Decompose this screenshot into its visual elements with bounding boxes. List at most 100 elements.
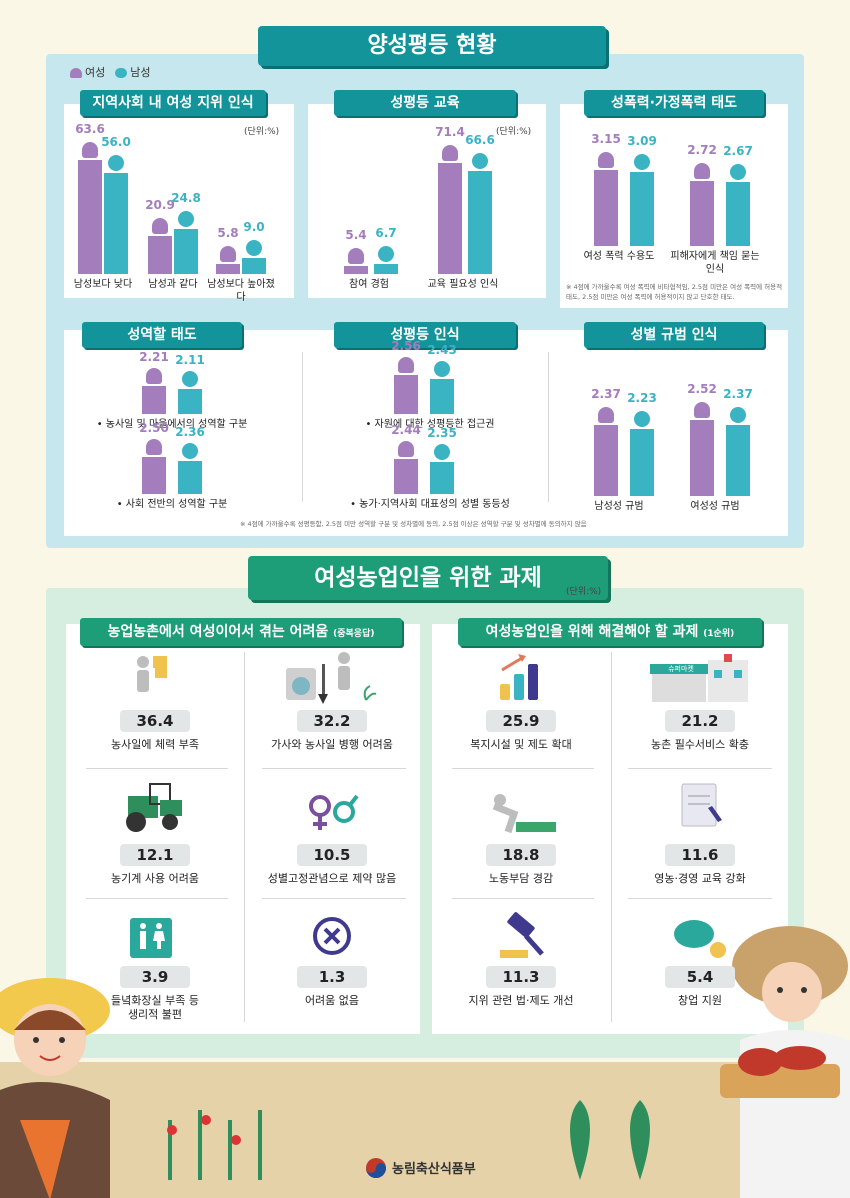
section-title-status: 양성평등 현황 xyxy=(258,26,606,66)
bar-female xyxy=(394,375,418,414)
value-badge: 36.4 xyxy=(120,710,190,732)
tractor-icon xyxy=(126,783,182,832)
gender-role-note: ※ 4점에 가까울수록 성평등함, 2.5점 미만 성역할 구분 및 성차별에 … xyxy=(240,520,587,528)
category-label: 여성성 규범 xyxy=(690,501,740,512)
item-label: 가사와 농사일 병행 어려움 xyxy=(271,738,393,751)
value-badge: 25.9 xyxy=(486,710,556,732)
chart-title-violence: 성폭력·가정폭력 태도 xyxy=(584,90,764,116)
bar-male-head xyxy=(634,411,650,428)
bar-male xyxy=(104,173,128,274)
value-badge: 12.1 xyxy=(120,844,190,866)
category-label: 남성보다 높아졌다 xyxy=(207,279,275,303)
bar-male xyxy=(630,429,654,496)
divider xyxy=(302,352,303,502)
chart-title-status: 지역사회 내 여성 지위 인식 xyxy=(80,90,266,116)
data-label-male: 2.36 xyxy=(175,425,205,440)
bar-female-head xyxy=(220,245,236,262)
bar-female-head xyxy=(598,152,614,169)
category-label: 남성보다 낮다 xyxy=(73,279,133,290)
item-label: 복지시설 및 제도 확대 xyxy=(470,738,572,751)
bar-female xyxy=(78,159,102,274)
bar-female xyxy=(690,420,714,496)
store-hospital-icon xyxy=(650,654,748,702)
store-sign: 슈퍼마켓 xyxy=(668,665,694,673)
divider xyxy=(86,768,228,769)
divider xyxy=(628,898,772,899)
data-label-female: 20.9 xyxy=(145,198,175,213)
bar-male-head xyxy=(434,443,450,460)
bar-male xyxy=(178,461,202,494)
data-label-female: 2.72 xyxy=(687,142,717,157)
bar-male-head xyxy=(634,153,650,170)
category-label: 참여 경험 xyxy=(349,279,389,290)
data-label-female: 2.52 xyxy=(687,382,717,397)
bar-male-head xyxy=(182,443,198,460)
data-label-male: 6.7 xyxy=(375,225,397,240)
field-ground xyxy=(0,1062,850,1198)
data-label-male: 66.6 xyxy=(465,132,495,147)
value-badge: 3.9 xyxy=(120,966,190,988)
bar-female xyxy=(142,457,166,494)
bar-female xyxy=(594,170,618,246)
category-label: • 농가·지역사회 대표성의 성별 동등성 xyxy=(350,499,510,510)
laundry-farm-icon xyxy=(286,652,377,704)
bar-male xyxy=(430,379,454,414)
bar-male xyxy=(178,388,202,414)
category-label: 남성과 같다 xyxy=(148,279,198,290)
chart-title-education: 성평등 교육 xyxy=(334,90,516,116)
bar-female xyxy=(142,385,166,414)
violence-note: ※ 4점에 가까울수록 여성 폭력에 비타협적임, 2.5점 미만은 여성 폭력… xyxy=(566,283,783,301)
card-difficulties xyxy=(66,624,420,1034)
piggy-bank-icon xyxy=(674,920,726,958)
category-label: 여성 폭력 수용도 xyxy=(583,251,655,262)
bar-female xyxy=(344,265,368,274)
data-label-male: 3.09 xyxy=(627,133,657,148)
woman-farmer-left xyxy=(0,978,110,1198)
section-title-tasks: 여성농업인을 위한 과제 xyxy=(248,556,608,600)
bar-male-head xyxy=(730,406,746,423)
item-label: 창업 지원 xyxy=(678,994,722,1007)
value-badge: 32.2 xyxy=(297,710,367,732)
value-badge: 1.3 xyxy=(297,966,367,988)
chart-title-equality: 성평등 인식 xyxy=(334,322,516,348)
bar-male-head xyxy=(182,370,198,387)
divider xyxy=(452,898,594,899)
gender-symbols-icon xyxy=(309,794,359,830)
bar-female-head xyxy=(146,439,162,455)
data-label-female: 63.6 xyxy=(75,121,105,136)
category-label: 피해자에게 책임 묻는 인식 xyxy=(670,251,760,275)
government-logo-icon xyxy=(366,1158,386,1178)
unit-label: (단위:%) xyxy=(496,127,532,137)
data-label-male: 2.23 xyxy=(627,391,657,406)
bar-female-head xyxy=(82,141,98,158)
bar-male xyxy=(630,171,654,246)
bar-female-head xyxy=(694,402,710,419)
bar-male xyxy=(242,257,266,274)
divider xyxy=(262,898,406,899)
category-label: 남성성 규범 xyxy=(594,501,644,512)
item-label: 농촌 필수서비스 확충 xyxy=(650,738,750,751)
bar-male xyxy=(726,181,750,246)
bar-male-head xyxy=(378,245,394,262)
data-label-male: 2.11 xyxy=(175,352,205,367)
bar-female-head xyxy=(146,367,162,384)
bar-male-head xyxy=(108,155,124,172)
bar-female xyxy=(594,424,618,496)
bar-male xyxy=(468,170,492,274)
unit-label: (단위:%) xyxy=(244,127,280,137)
bar-male xyxy=(374,263,398,274)
tasks-title: 여성농업인을 위해 해결해야 할 과제 (1순위) xyxy=(458,618,762,646)
bar-female-head xyxy=(348,247,364,264)
card-attitudes xyxy=(64,330,788,536)
bar-female-head xyxy=(398,357,414,374)
item-label: 들녘화장실 부족 등 생리적 불편 xyxy=(111,994,199,1021)
data-label-male: 2.67 xyxy=(723,143,753,158)
value-badge: 5.4 xyxy=(665,966,735,988)
data-label-male: 2.37 xyxy=(723,386,753,401)
divider xyxy=(86,898,228,899)
bar-female xyxy=(394,458,418,494)
cross-circle-icon xyxy=(313,917,351,955)
data-label-male: 56.0 xyxy=(101,135,131,150)
legend-male: 남성 xyxy=(115,64,151,80)
